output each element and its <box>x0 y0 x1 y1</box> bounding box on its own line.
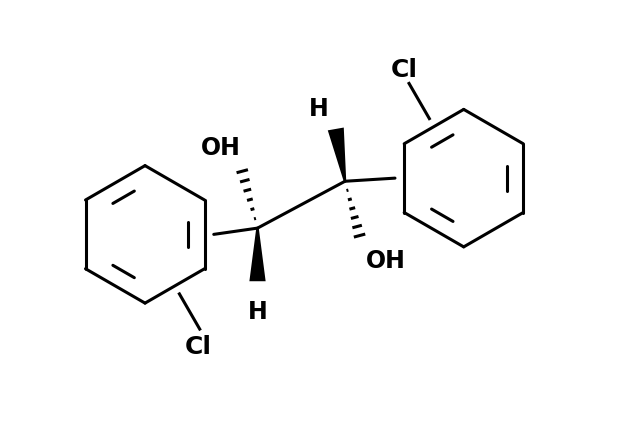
Text: OH: OH <box>201 135 241 159</box>
Text: Cl: Cl <box>391 58 418 82</box>
Text: OH: OH <box>366 248 406 272</box>
Polygon shape <box>328 128 346 182</box>
Text: H: H <box>248 299 268 323</box>
Text: Cl: Cl <box>185 334 212 358</box>
Text: H: H <box>308 96 328 120</box>
Polygon shape <box>250 229 266 282</box>
